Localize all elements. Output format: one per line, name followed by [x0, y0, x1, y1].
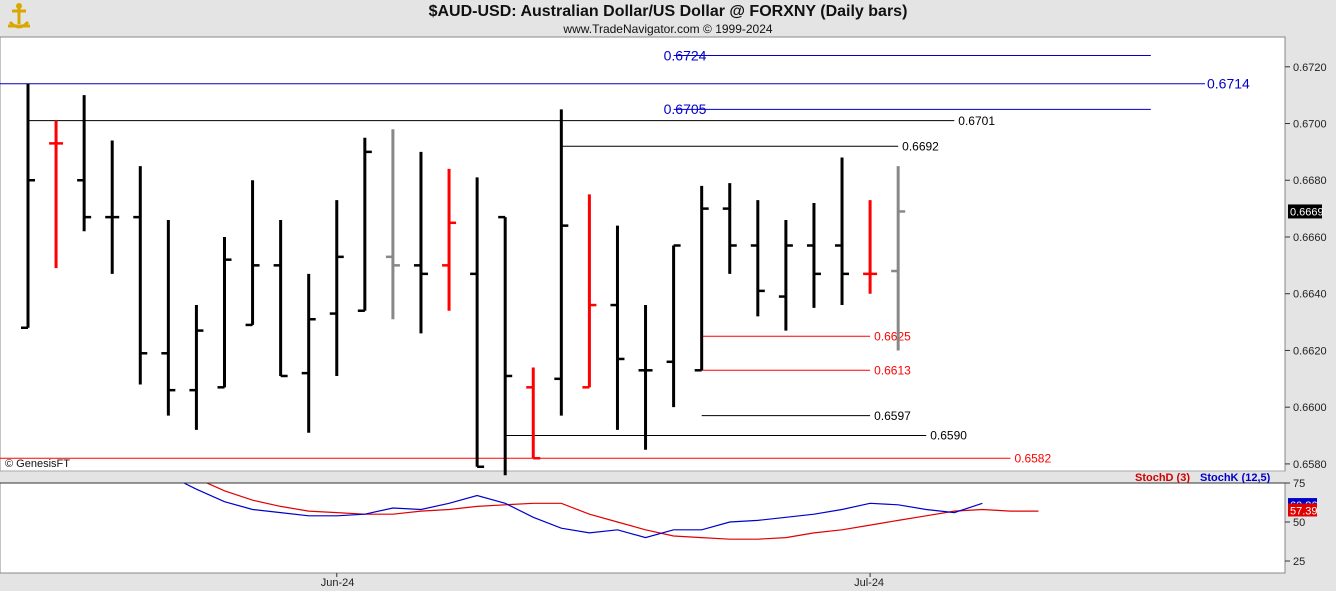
last-price-badge [1288, 204, 1322, 219]
level-label: 0.6582 [1014, 451, 1051, 465]
ohlc-bar [498, 215, 513, 476]
stoch-tick-label: 75 [1293, 478, 1305, 490]
stochastic-lines [0, 482, 1285, 540]
ohlc-bar [161, 219, 176, 416]
ohlc-bar [666, 244, 681, 408]
stochd-value-label: 57.39 [1290, 505, 1318, 517]
level-label: 0.6714 [1207, 76, 1250, 92]
price-tick-label: 0.6580 [1293, 459, 1327, 471]
chart-subtitle: www.TradeNavigator.com © 1999-2024 [563, 22, 773, 36]
date-axis: Jun-24 Jul-24 [321, 573, 884, 589]
level-label: 0.6590 [930, 429, 967, 443]
stoch-tick-label: 50 [1293, 517, 1305, 529]
stochd-legend: StochD (3) [1135, 472, 1190, 484]
ohlc-bar [217, 236, 232, 389]
stochastic-axis: 75502560.8657.39 [1285, 478, 1318, 568]
ohlc-bar [863, 200, 878, 294]
ohlc-bar [273, 219, 288, 378]
ohlc-bar [554, 109, 569, 416]
ohlc-bar [582, 194, 597, 389]
copyright-label: © GenesisFT [5, 458, 70, 470]
price-tick-label: 0.6680 [1293, 175, 1327, 187]
last-price-label: 0.6669 [1290, 206, 1324, 218]
date-tick-label: Jul-24 [854, 577, 884, 589]
ohlc-bar [385, 129, 400, 320]
stochk-line [182, 483, 983, 539]
stochd-value-badge [1288, 503, 1317, 517]
ohlc-bar [638, 305, 653, 450]
ohlc-bar [694, 185, 709, 372]
trade-navigator-logo-icon [4, 2, 34, 34]
level-label: 0.6692 [902, 139, 939, 153]
date-tick-label: Jun-24 [321, 577, 355, 589]
stochd-line [205, 483, 1039, 540]
ohlc-bar [105, 140, 120, 274]
ohlc-bar [722, 183, 737, 274]
level-label: 0.6705 [664, 101, 707, 117]
ohlc-bar [189, 305, 204, 430]
price-panel [0, 36, 1286, 472]
support-resistance-levels: 0.6724 0.6714 0.6705 0.6701 0.6692 0.6625 0.66… [0, 47, 1250, 465]
price-tick-label: 0.6640 [1293, 289, 1327, 301]
ohlc-bar [891, 166, 906, 351]
ohlc-bar [245, 180, 260, 327]
ohlc-bar [133, 166, 148, 385]
ohlc-bar [806, 202, 821, 308]
chart-title: $AUD-USD: Australian Dollar/US Dollar @ … [428, 3, 908, 20]
ohlc-bar [77, 95, 92, 232]
price-axis: 0.6720 0.6700 0.6680 0.6660 0.6640 0.6620 0.66… [1285, 62, 1327, 471]
ohlc-bar [750, 200, 765, 317]
price-tick-label: 0.6600 [1293, 402, 1327, 414]
ohlc-bar [329, 200, 344, 376]
ohlc-bar [610, 225, 625, 430]
level-label: 0.6724 [664, 47, 707, 63]
level-label: 0.6701 [958, 114, 995, 128]
ohlc-bars [21, 83, 906, 476]
stochk-legend: StochK (12,5) [1200, 472, 1271, 484]
ohlc-bar [301, 273, 316, 433]
price-tick-label: 0.6620 [1293, 345, 1327, 357]
stoch-tick-label: 25 [1293, 556, 1305, 568]
ohlc-bar [835, 157, 850, 306]
price-tick-label: 0.6660 [1293, 232, 1327, 244]
stochastic-panel [0, 482, 1286, 574]
level-label: 0.6597 [874, 409, 911, 423]
level-label: 0.6613 [874, 364, 911, 378]
ohlc-bar [413, 151, 428, 334]
ohlc-bar [49, 120, 64, 269]
ohlc-bar [442, 168, 457, 311]
ohlc-bar [778, 219, 793, 331]
level-label: 0.6625 [874, 329, 911, 343]
ohlc-bar [470, 177, 485, 468]
chart-header: $AUD-USD: Australian Dollar/US Dollar @ … [0, 0, 1336, 37]
ohlc-bar [21, 83, 35, 330]
price-tick-label: 0.6720 [1293, 62, 1327, 74]
price-tick-label: 0.6700 [1293, 119, 1327, 131]
ohlc-bar [357, 137, 372, 312]
ohlc-bar [526, 367, 541, 460]
